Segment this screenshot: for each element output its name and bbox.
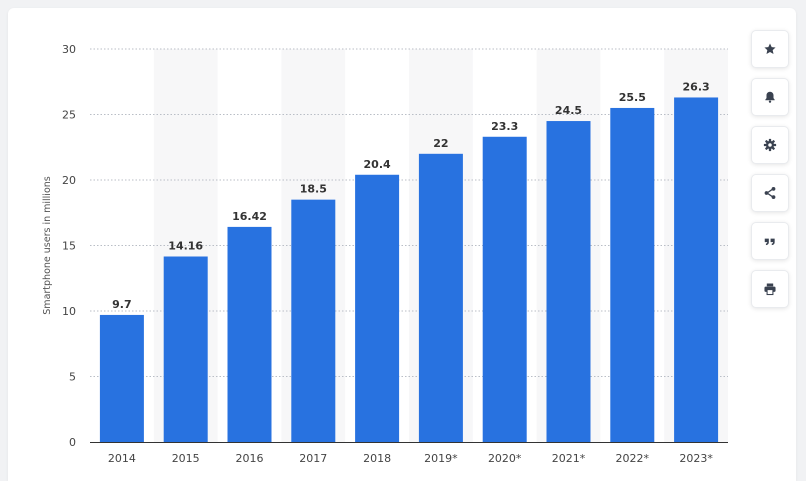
- value-label: 18.5: [300, 183, 327, 196]
- x-tick-label: 2019*: [424, 452, 458, 465]
- value-label: 25.5: [619, 91, 646, 104]
- y-axis-ticks: 0 5 10 15 20 25 30: [62, 43, 76, 449]
- y-tick-label: 0: [69, 436, 76, 449]
- bar[interactable]: [674, 97, 719, 442]
- print-icon: [764, 283, 776, 296]
- bell-icon: [765, 91, 775, 103]
- gear-icon: [763, 138, 777, 152]
- value-label: 20.4: [364, 158, 391, 171]
- bar[interactable]: [163, 256, 208, 442]
- settings-button[interactable]: [751, 126, 789, 164]
- cite-button[interactable]: [751, 222, 789, 260]
- y-tick-label: 5: [69, 371, 76, 384]
- bar[interactable]: [482, 136, 527, 442]
- x-axis-ticks: 2014 2015 2016 2017 2018 2019* 2020* 2021* 2022*…: [108, 452, 713, 465]
- bar[interactable]: [99, 314, 144, 442]
- chart-toolbar: [751, 30, 791, 318]
- bar[interactable]: [610, 107, 655, 442]
- star-icon: [764, 43, 776, 54]
- x-tick-label: 2014: [108, 452, 136, 465]
- share-icon: [764, 187, 776, 199]
- bar-chart: 0 5 10 15 20 25 30 Smartphone users in million…: [42, 43, 728, 465]
- value-label: 23.3: [491, 120, 518, 133]
- value-labels: 9.7 14.16 16.42 18.5 20.4 22 23.3 24.5 25.5 26.3: [112, 80, 710, 310]
- bar[interactable]: [227, 226, 272, 442]
- y-tick-label: 15: [62, 240, 76, 253]
- y-tick-label: 25: [62, 109, 76, 122]
- value-label: 22: [433, 137, 448, 150]
- bars: [99, 97, 719, 443]
- bar[interactable]: [546, 121, 591, 443]
- x-tick-label: 2018: [363, 452, 391, 465]
- x-tick-label: 2015: [172, 452, 200, 465]
- notification-button[interactable]: [751, 78, 789, 116]
- bar[interactable]: [418, 153, 463, 443]
- y-axis-title: Smartphone users in millions: [42, 176, 53, 315]
- value-label: 16.42: [232, 210, 267, 223]
- value-label: 14.16: [168, 240, 203, 253]
- value-label: 9.7: [112, 298, 132, 311]
- x-tick-label: 2023*: [679, 452, 713, 465]
- quote-icon: [764, 238, 775, 246]
- x-tick-label: 2020*: [488, 452, 522, 465]
- x-tick-label: 2022*: [616, 452, 650, 465]
- x-tick-label: 2017: [299, 452, 327, 465]
- x-tick-label: 2016: [236, 452, 264, 465]
- chart-card: 0 5 10 15 20 25 30 Smartphone users in million…: [8, 8, 796, 481]
- share-button[interactable]: [751, 174, 789, 212]
- y-tick-label: 30: [62, 43, 76, 56]
- value-label: 26.3: [683, 80, 710, 93]
- bar[interactable]: [355, 174, 400, 442]
- bar[interactable]: [291, 199, 336, 442]
- x-tick-label: 2021*: [552, 452, 586, 465]
- value-label: 24.5: [555, 104, 582, 117]
- y-tick-label: 20: [62, 174, 76, 187]
- favorite-button[interactable]: [751, 30, 789, 68]
- print-button[interactable]: [751, 270, 789, 308]
- y-tick-label: 10: [62, 305, 76, 318]
